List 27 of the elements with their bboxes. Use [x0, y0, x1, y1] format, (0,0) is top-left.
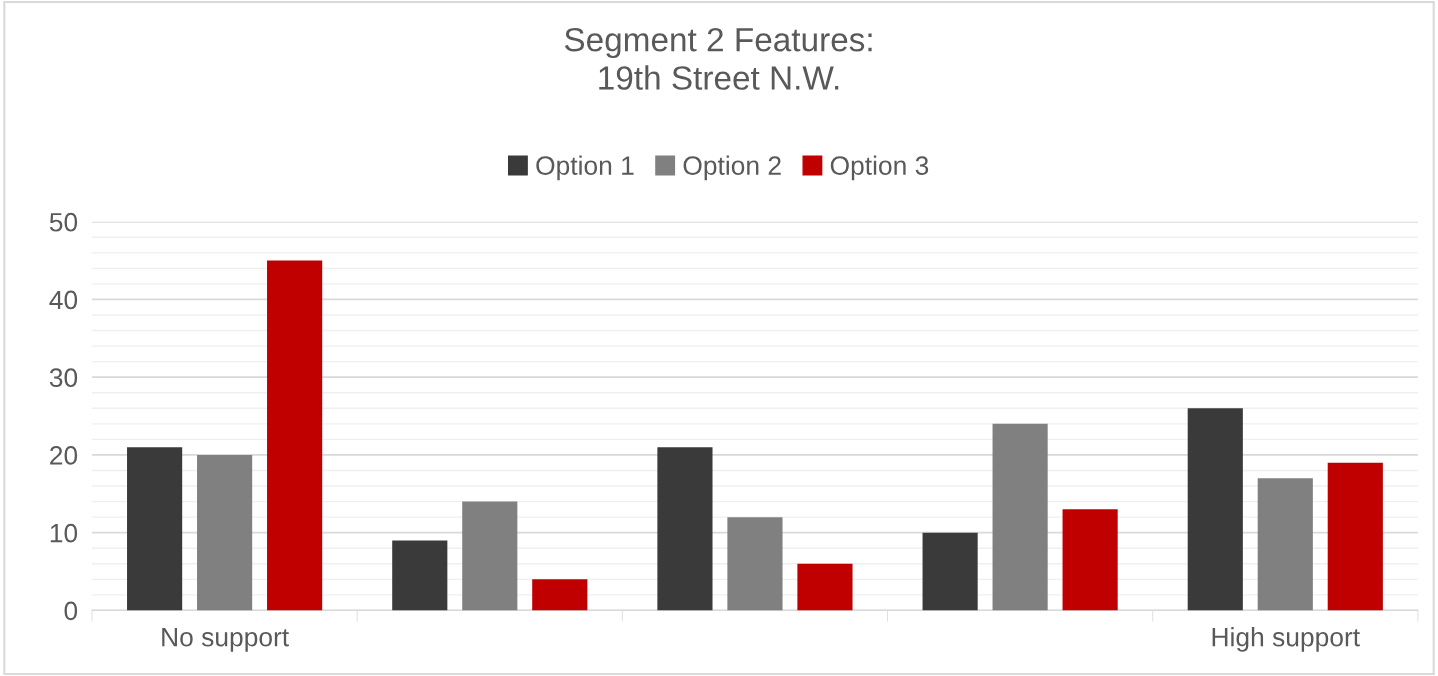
- chart-title: Segment 2 Features: 19th Street N.W.: [564, 27, 872, 90]
- bar: [532, 579, 588, 611]
- x-tick-label: No support: [162, 628, 289, 652]
- bar: [1187, 408, 1243, 611]
- y-tick-label: 0: [64, 601, 78, 621]
- bar: [727, 517, 783, 611]
- legend-label: Option 2: [683, 155, 781, 181]
- x-tick-label: High support: [1212, 627, 1360, 652]
- bar: [462, 501, 518, 611]
- bar: [1062, 509, 1118, 611]
- bar: [197, 454, 253, 611]
- y-tick-label: 30: [49, 368, 78, 388]
- legend-label: Option 1: [536, 155, 634, 181]
- y-tick-label: 10: [50, 523, 78, 543]
- bar: [922, 532, 978, 611]
- bar: [657, 447, 713, 611]
- bar: [267, 260, 323, 611]
- bar: [1327, 462, 1383, 611]
- y-tick-label: 20: [50, 446, 78, 465]
- bar: [392, 540, 448, 611]
- y-tick-label: 50: [49, 212, 78, 232]
- y-tick-label: 40: [49, 290, 78, 310]
- legend-label: Option 3: [830, 155, 929, 181]
- bar: [992, 423, 1048, 611]
- bar: [127, 447, 183, 611]
- bar: [797, 563, 853, 611]
- bar: [1257, 478, 1313, 611]
